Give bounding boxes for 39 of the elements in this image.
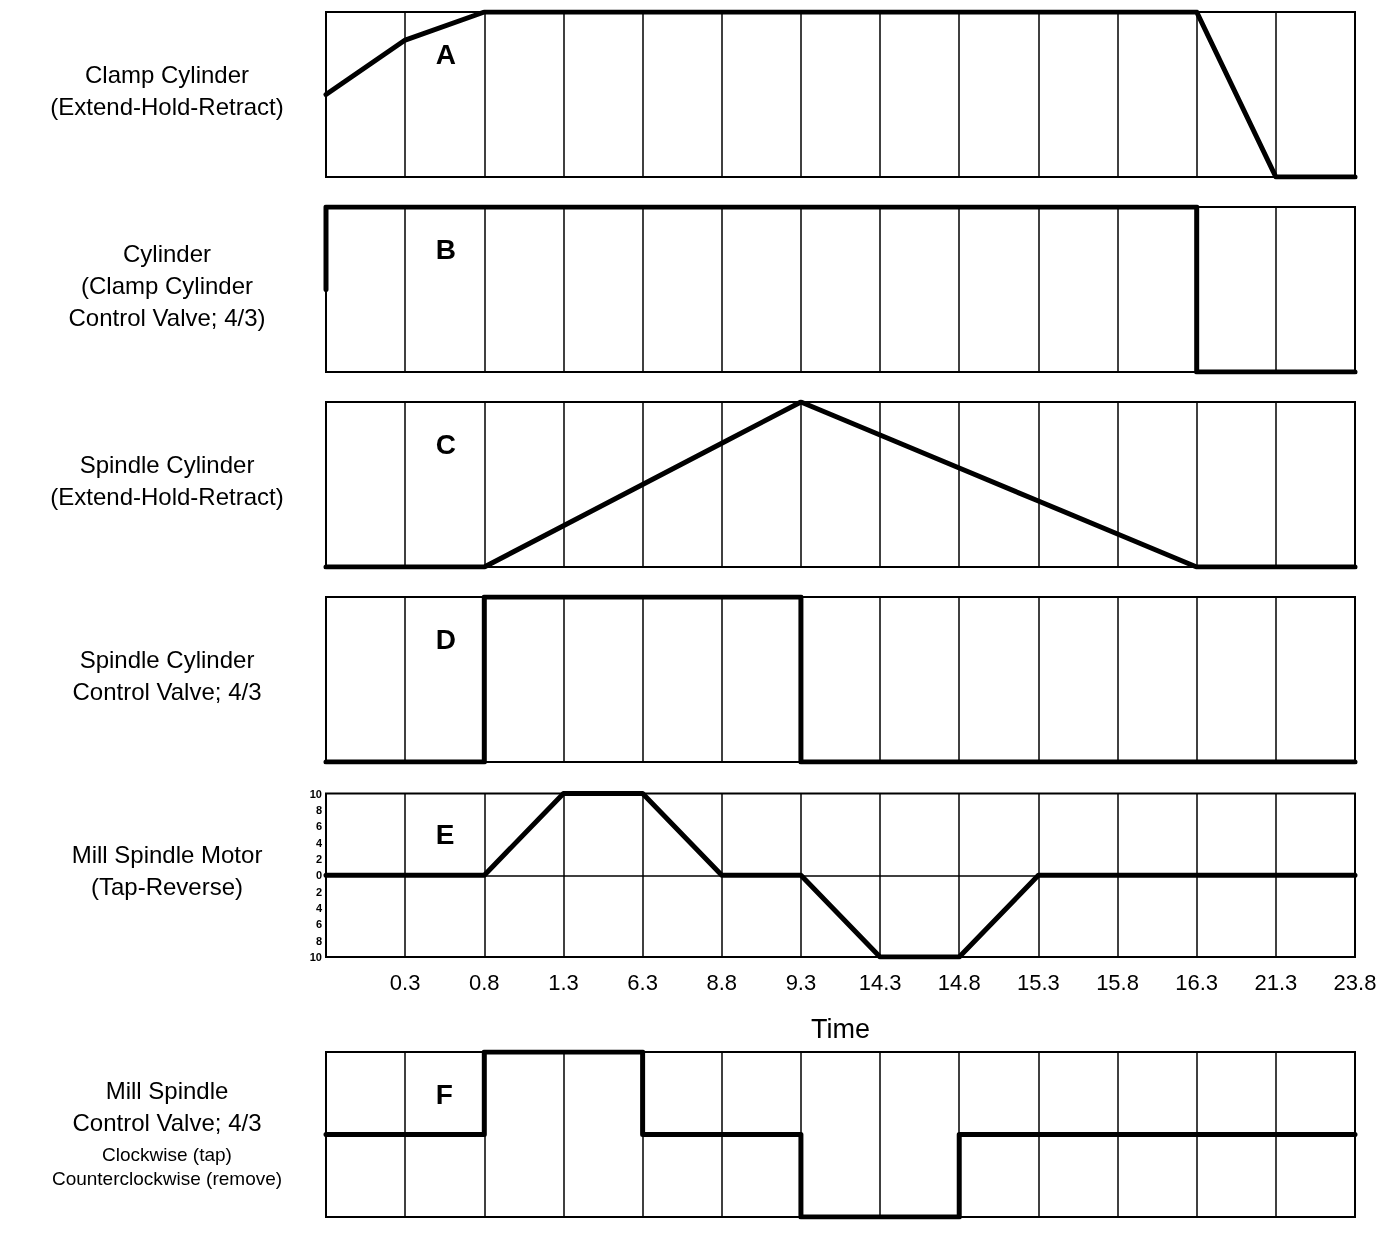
y-axis-title: Clamp Cylinder (Extend-Hold-Retract) — [50, 61, 284, 120]
x-tick-label: 0.3 — [389, 969, 421, 995]
y-axis-title: Cylinder (Clamp Cylinder Control Valve; 4/3) — [68, 240, 266, 331]
annotation: F — [435, 1078, 453, 1110]
x-tick-label: 23.8 — [1333, 969, 1377, 995]
annotation: D — [435, 623, 456, 655]
x-tick-label: 8.8 — [706, 969, 738, 995]
x-tick-label: 9.3 — [785, 969, 817, 995]
y-tick-label: 0 — [315, 869, 322, 882]
x-axis-title: Time — [811, 1013, 870, 1044]
y-tick-label: 4 — [315, 901, 323, 914]
text: Counterclockwise (remove) — [51, 1167, 283, 1189]
annotation: B — [435, 233, 456, 265]
x-tick-label: 16.3 — [1175, 969, 1219, 995]
x-tick-label: 14.8 — [937, 969, 981, 995]
y-tick-label: 8 — [315, 803, 322, 816]
annotation: E — [435, 818, 455, 850]
y-tick-label: 6 — [315, 820, 322, 833]
y-tick-label: 2 — [315, 852, 322, 865]
y-tick-label: 6 — [315, 918, 322, 931]
x-tick-label: 21.3 — [1254, 969, 1298, 995]
x-tick-label: 1.3 — [548, 969, 579, 995]
x-tick-label: 6.3 — [627, 969, 658, 995]
x-tick-label: 14.3 — [858, 969, 902, 995]
y-axis-title: Spindle Cylinder (Extend-Hold-Retract) — [50, 451, 284, 510]
annotation: A — [435, 38, 456, 70]
y-tick-label: 10 — [309, 951, 322, 963]
x-tick-label: 0.8 — [469, 969, 500, 995]
y-axis-title: Spindle Cylinder Control Valve; 4/3 — [72, 646, 262, 705]
y-tick-label: 8 — [315, 934, 322, 947]
y-tick-label: 10 — [309, 787, 322, 800]
y-axis-title: Mill Spindle Motor (Tap-Reverse) — [71, 841, 263, 900]
text: Clockwise (tap) — [102, 1143, 232, 1165]
annotation: C — [435, 428, 456, 460]
y-axis-title: Mill Spindle Control Valve; 4/3 — [72, 1077, 262, 1136]
y-tick-label: 2 — [315, 885, 322, 898]
x-tick-label: 15.8 — [1096, 969, 1139, 995]
x-tick-label: 15.3 — [1016, 969, 1060, 995]
y-tick-label: 4 — [315, 836, 323, 849]
